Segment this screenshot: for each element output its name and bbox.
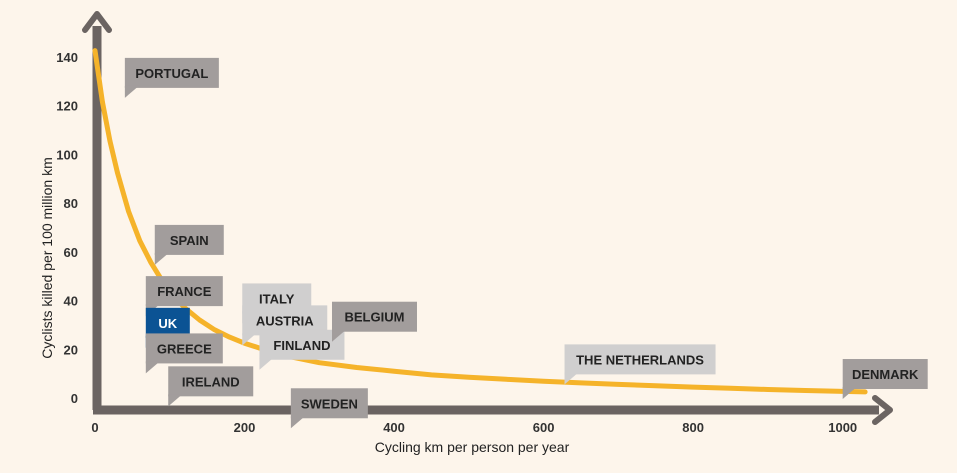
label-greece: GREECE — [145, 333, 223, 374]
label-portugal: PORTUGAL — [124, 57, 219, 98]
y-tick-label: 100 — [56, 147, 78, 162]
y-axis-title: Cyclists killed per 100 million km — [39, 157, 55, 359]
label-sweden: SWEDEN — [290, 388, 368, 429]
label-ireland: IRELAND — [168, 366, 254, 407]
country-labels: PORTUGAL SPAIN FRANCE UK GREECE IRELAND ITALY A… — [124, 57, 928, 429]
label-pointer — [145, 361, 160, 374]
label-denmark: DENMARK — [842, 359, 928, 400]
label-pointer — [124, 85, 139, 98]
label-text: DENMARK — [852, 367, 919, 382]
label-spain: SPAIN — [154, 224, 224, 265]
y-tick-label: 140 — [56, 50, 78, 65]
label-pointer — [842, 387, 857, 400]
label-box — [168, 366, 254, 397]
x-axis-title: Cycling km per person per year — [375, 439, 570, 455]
label-text: UK — [158, 316, 177, 331]
label-text: SWEDEN — [301, 396, 358, 411]
label-box — [145, 276, 223, 307]
y-tick-label: 60 — [64, 245, 78, 260]
label-the-netherlands: THE NETHERLANDS — [564, 344, 716, 385]
label-pointer — [168, 394, 183, 407]
y-tick-label: 20 — [64, 342, 78, 357]
label-pointer — [331, 329, 346, 342]
label-text: FINLAND — [273, 338, 330, 353]
x-tick-label: 200 — [234, 420, 256, 435]
x-tick-label: 0 — [91, 420, 98, 435]
tick-labels: 0 20 40 60 80 100 120 140 0 200 400 600 800 1000 — [56, 50, 857, 435]
axes — [82, 11, 893, 425]
label-text: IRELAND — [182, 374, 240, 389]
label-text: BELGIUM — [345, 310, 405, 325]
y-tick-label: 120 — [56, 99, 78, 114]
label-text: SPAIN — [170, 233, 209, 248]
y-tick-label: 0 — [71, 391, 78, 406]
y-tick-label: 40 — [64, 294, 78, 309]
label-finland: FINLAND — [259, 329, 345, 370]
label-pointer — [242, 333, 257, 346]
label-box — [564, 344, 716, 375]
label-pointer — [259, 357, 274, 370]
label-text: THE NETHERLANDS — [576, 352, 704, 367]
label-box — [259, 329, 345, 360]
label-box — [124, 57, 219, 88]
label-box — [290, 388, 368, 419]
x-tick-label: 400 — [383, 420, 405, 435]
label-box — [842, 359, 928, 390]
y-axis-arrow — [82, 11, 112, 33]
label-text: GREECE — [157, 341, 212, 356]
label-box — [331, 301, 417, 332]
x-tick-label: 600 — [533, 420, 555, 435]
label-pointer — [290, 416, 305, 429]
label-box — [145, 333, 223, 364]
label-text: PORTUGAL — [135, 66, 208, 81]
x-axis-arrow — [872, 395, 893, 425]
label-text: AUSTRIA — [256, 313, 314, 328]
x-tick-label: 800 — [682, 420, 704, 435]
label-text: ITALY — [259, 291, 295, 306]
label-pointer — [154, 252, 169, 265]
y-tick-label: 80 — [64, 196, 78, 211]
label-box — [145, 307, 190, 338]
x-tick-label: 1000 — [828, 420, 857, 435]
label-belgium: BELGIUM — [331, 301, 417, 342]
label-box — [154, 224, 224, 255]
label-text: FRANCE — [157, 284, 211, 299]
label-pointer — [564, 372, 579, 385]
